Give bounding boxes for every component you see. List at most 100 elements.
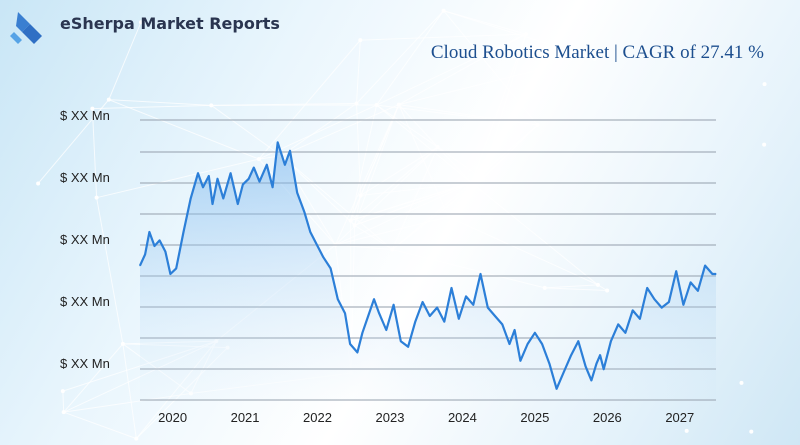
network-node: [480, 176, 485, 181]
x-tick-label: 2023: [376, 410, 405, 425]
data-point: [661, 307, 663, 309]
network-node: [352, 223, 357, 228]
network-node: [605, 288, 610, 293]
network-node: [441, 8, 446, 13]
network-node: [749, 429, 754, 434]
network-line: [481, 33, 527, 179]
network-line: [398, 69, 538, 106]
network-line: [62, 391, 65, 413]
network-line: [96, 158, 260, 199]
network-line: [544, 287, 608, 292]
data-point: [385, 329, 387, 331]
network-node: [762, 142, 767, 147]
data-point: [501, 323, 503, 325]
data-point: [211, 203, 214, 205]
network-node: [209, 103, 214, 108]
data-point: [216, 178, 219, 180]
x-tick-label: 2026: [593, 410, 622, 425]
network-line: [471, 70, 539, 184]
data-point: [284, 164, 286, 166]
network-node: [60, 389, 65, 394]
data-point: [356, 351, 358, 353]
network-line: [443, 10, 595, 60]
network-line: [63, 411, 137, 440]
data-point: [697, 290, 699, 292]
network-node: [120, 341, 125, 346]
y-tick-label: $ XX Mn: [60, 294, 110, 309]
data-point: [349, 343, 351, 345]
x-tick-label: 2024: [448, 410, 477, 425]
x-tick-label: 2021: [231, 410, 260, 425]
network-line: [544, 284, 598, 289]
network-node: [61, 410, 66, 415]
network-node: [94, 195, 99, 200]
data-point: [148, 231, 151, 233]
network-node: [390, 247, 395, 252]
network-node: [256, 157, 261, 162]
data-point: [158, 239, 161, 241]
network-node: [354, 101, 359, 106]
network-node: [739, 380, 744, 385]
network-line: [281, 155, 393, 250]
network-line: [356, 40, 361, 104]
network-line: [350, 195, 362, 221]
network-line: [360, 146, 438, 196]
data-point: [258, 181, 261, 183]
data-point: [675, 270, 677, 272]
data-point: [624, 332, 627, 334]
data-point: [646, 287, 648, 289]
data-point: [690, 281, 692, 283]
network-node: [535, 68, 540, 73]
data-point: [527, 343, 529, 345]
data-point: [175, 267, 177, 269]
data-point: [421, 301, 424, 303]
data-point: [617, 323, 619, 325]
network-line: [354, 195, 362, 226]
data-point: [632, 309, 634, 311]
y-tick-label: $ XX Mn: [60, 232, 110, 247]
data-point: [344, 312, 346, 314]
data-point: [144, 253, 146, 255]
network-line: [376, 10, 445, 106]
x-tick-label: 2027: [665, 410, 694, 425]
network-line: [356, 10, 444, 104]
network-node: [358, 38, 363, 43]
x-axis-labels: 2020 2021 2022 2023 2024 2025 2026 2027: [158, 410, 694, 425]
network-line: [281, 104, 400, 157]
series-line: [138, 141, 716, 390]
data-point: [337, 298, 339, 300]
data-point: [465, 295, 467, 297]
network-node: [36, 181, 41, 186]
network-node: [374, 103, 379, 108]
data-point: [392, 304, 395, 306]
data-point: [556, 388, 558, 390]
data-point: [329, 267, 332, 269]
data-point: [668, 301, 670, 303]
data-point: [169, 273, 172, 275]
y-tick-label: $ XX Mn: [60, 108, 110, 123]
data-point: [570, 354, 572, 356]
data-point: [584, 365, 587, 367]
network-node: [396, 102, 401, 107]
data-point: [513, 329, 516, 331]
x-tick-label: 2020: [158, 410, 187, 425]
data-point: [563, 371, 565, 373]
brand-logo: eSherpa Market Reports: [8, 8, 280, 52]
network-line: [334, 104, 400, 246]
data-point: [450, 287, 453, 289]
data-point: [715, 273, 717, 275]
data-point: [541, 343, 543, 345]
network-line: [122, 343, 137, 439]
network-line: [360, 33, 526, 41]
network-line: [447, 182, 472, 218]
data-point: [266, 164, 268, 166]
network-node: [762, 82, 767, 87]
network-line: [91, 108, 98, 198]
data-point: [303, 211, 306, 213]
data-point: [704, 265, 706, 267]
network-line: [471, 33, 527, 183]
data-point: [487, 307, 489, 309]
network-node: [542, 285, 547, 290]
data-point: [407, 346, 409, 348]
data-point: [610, 340, 612, 342]
